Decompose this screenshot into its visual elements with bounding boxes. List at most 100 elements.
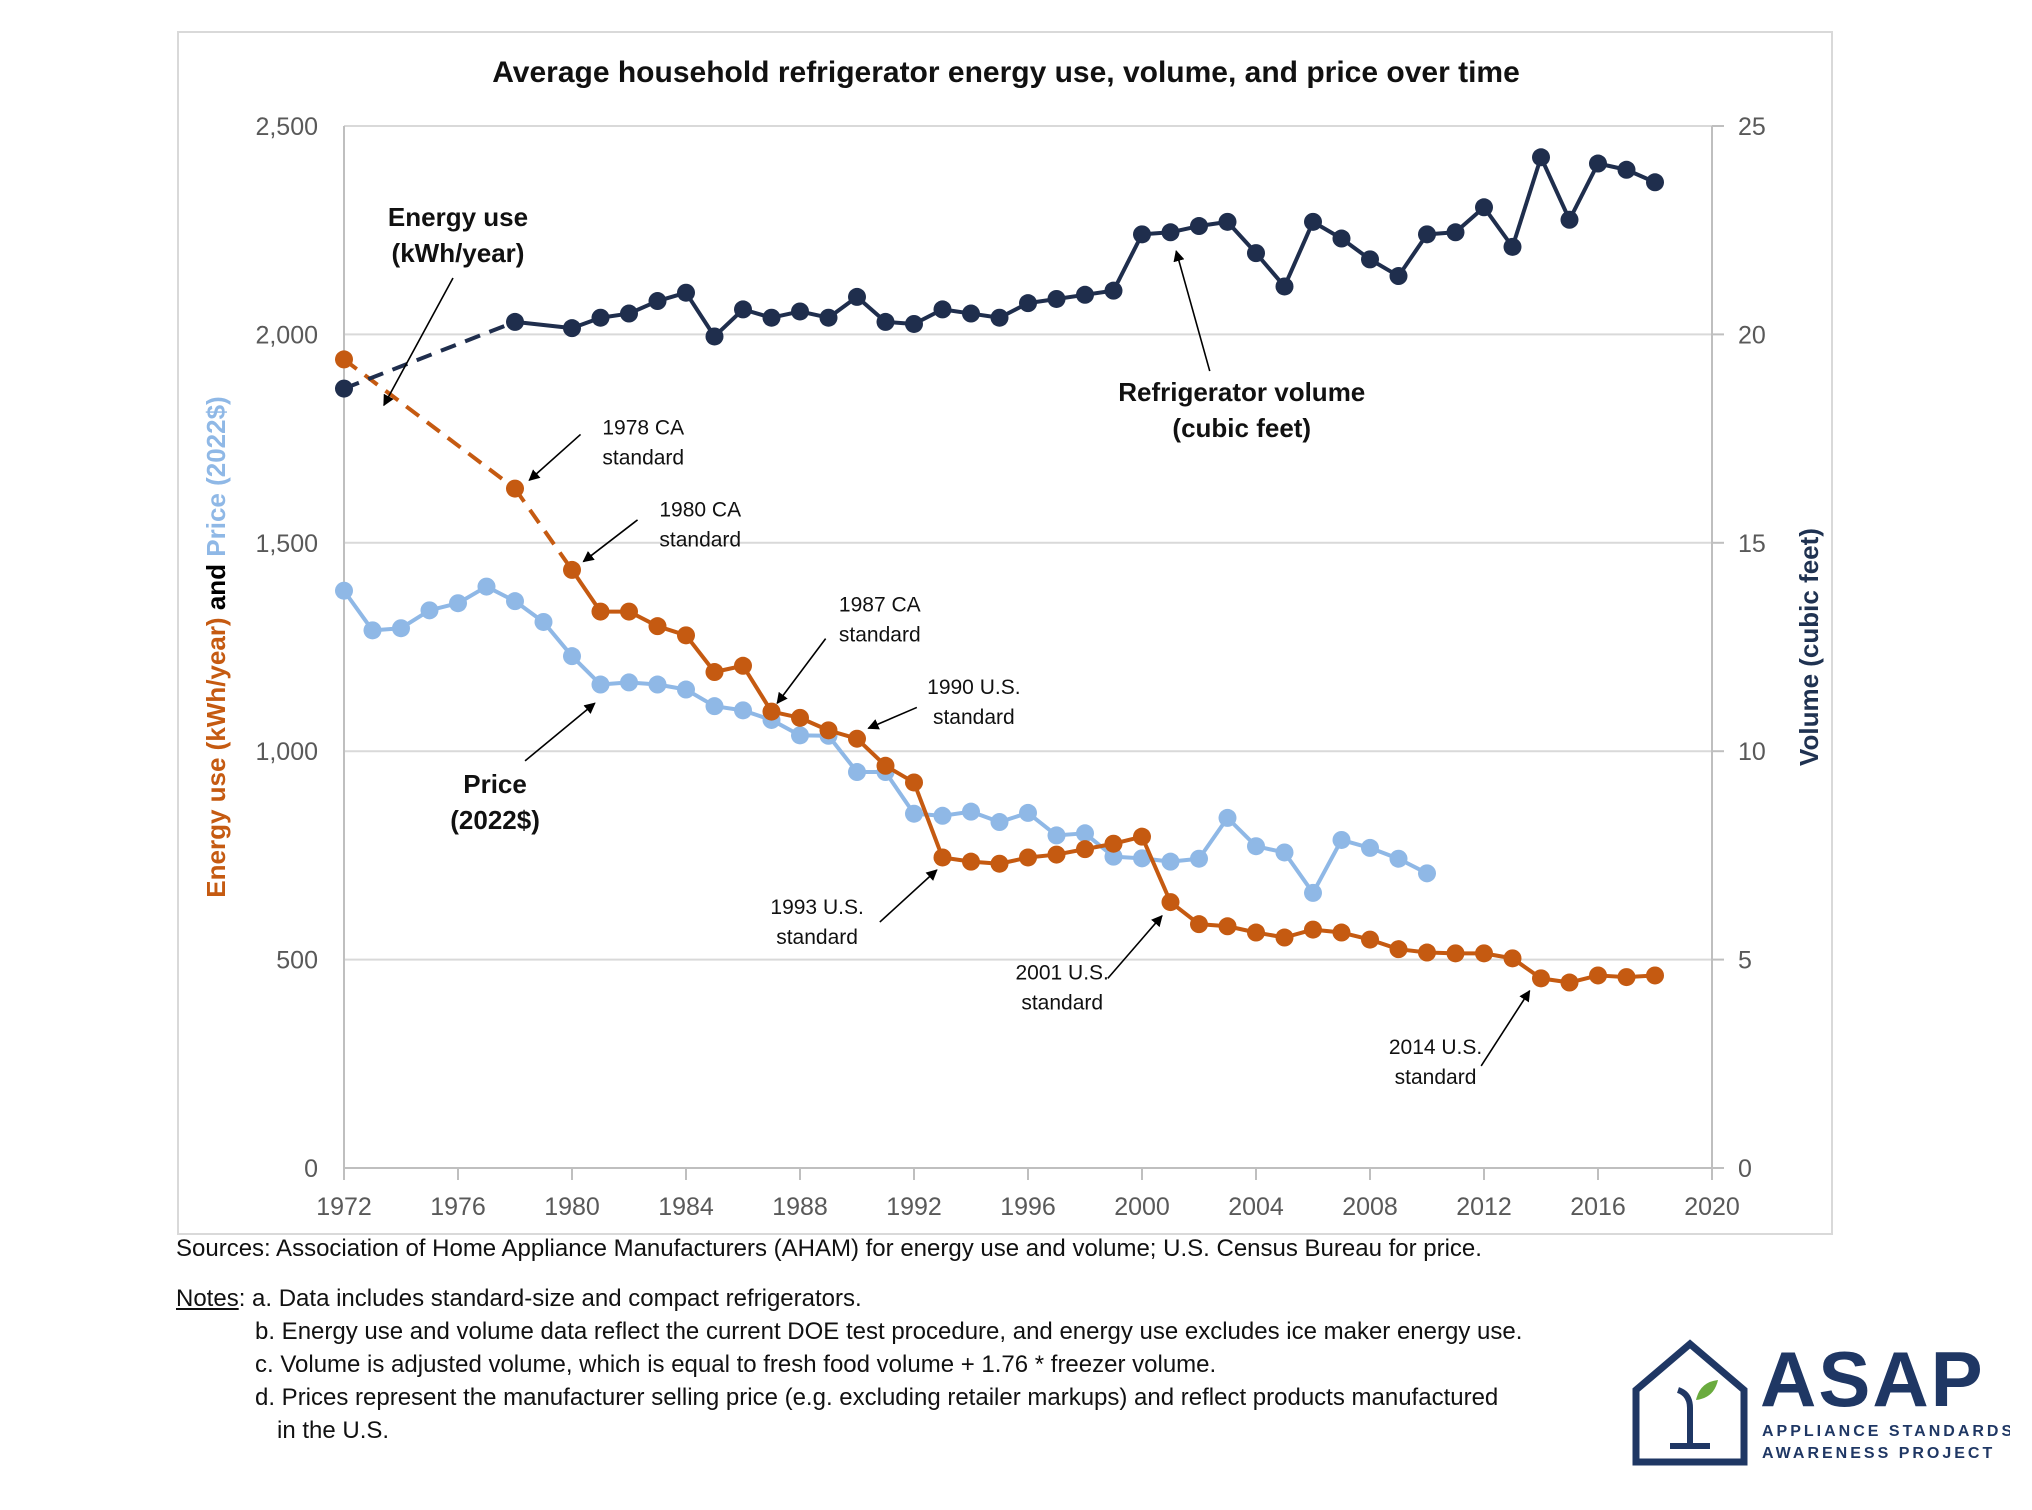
annotation-line: 1993 U.S. <box>770 896 863 919</box>
data-point-price <box>1190 849 1208 868</box>
data-point-price <box>1275 843 1294 862</box>
series-segment-volume <box>1510 156 1543 248</box>
x-tick-label: 1984 <box>658 1193 714 1221</box>
data-point-volume <box>990 308 1009 327</box>
annotation-line: standard <box>1021 992 1103 1015</box>
right-tick-label: 20 <box>1738 321 1766 349</box>
data-point-price <box>1218 808 1237 827</box>
data-point-price <box>1389 849 1408 868</box>
data-point-price <box>620 673 638 692</box>
annotation-line: standard <box>1395 1066 1477 1089</box>
series-segment-energy <box>912 781 945 859</box>
data-point-volume <box>1589 154 1607 173</box>
annotation-line: 1978 CA <box>602 416 684 439</box>
data-point-volume <box>1560 210 1579 229</box>
asap-logo: ASAP APPLIANCE STANDARDS AWARENESS PROJE… <box>1632 1338 2010 1466</box>
data-point-volume <box>1617 160 1636 179</box>
data-point-volume <box>848 287 866 306</box>
chart-border <box>177 31 1833 1235</box>
annotation-arrow <box>528 433 582 482</box>
note-a: : a. Data includes standard-size and com… <box>238 1285 862 1312</box>
annotation-line: 1980 CA <box>659 499 741 522</box>
data-point-energy <box>1161 893 1180 912</box>
series-segment-volume <box>1539 156 1572 221</box>
left-axis-label-part: Price (2022$) <box>201 396 231 556</box>
data-point-energy <box>1589 966 1607 985</box>
annotation-line: standard <box>659 529 741 552</box>
data-point-volume <box>1646 173 1664 192</box>
data-point-volume <box>648 292 667 311</box>
right-tick-label: 10 <box>1738 738 1766 766</box>
data-point-energy <box>1560 973 1579 992</box>
data-point-volume <box>1161 223 1180 242</box>
data-point-price <box>1361 838 1379 857</box>
annotation-arrow <box>1480 989 1531 1067</box>
note-d1: d. Prices represent the manufacturer sel… <box>255 1384 1499 1411</box>
data-point-price <box>933 806 952 825</box>
data-point-price <box>705 697 724 716</box>
data-point-energy <box>1503 949 1522 968</box>
data-point-energy <box>933 848 952 867</box>
data-point-energy <box>1190 915 1208 934</box>
series-label: Energy use (kWh/year) <box>388 202 528 268</box>
series-layer <box>335 148 1664 992</box>
data-point-energy <box>648 617 667 636</box>
data-point-energy <box>1275 928 1294 947</box>
left-tick-label: 1,000 <box>255 738 318 766</box>
annotation-line: standard <box>776 926 858 949</box>
data-point-energy <box>1475 944 1493 963</box>
annotation-arrow <box>879 869 938 923</box>
annotation-line: 1987 CA <box>839 594 921 617</box>
series-segment-volume <box>1111 233 1144 292</box>
data-point-price <box>990 813 1009 832</box>
data-point-price <box>1047 826 1066 845</box>
series-segment-energy <box>1140 835 1173 903</box>
data-point-energy <box>1389 940 1408 959</box>
data-point-volume <box>876 312 895 331</box>
left-axis-label-part: and <box>201 557 231 618</box>
x-tick-label: 2016 <box>1570 1193 1626 1221</box>
x-tick-label: 1976 <box>430 1193 486 1221</box>
sources-text: Sources: Association of Home Appliance M… <box>176 1235 1482 1262</box>
data-point-volume <box>1418 225 1436 244</box>
data-point-price <box>1247 837 1265 856</box>
data-point-volume <box>1532 148 1550 167</box>
data-point-volume <box>705 327 724 346</box>
x-tick-label: 2020 <box>1684 1193 1740 1221</box>
data-point-energy <box>335 350 353 369</box>
annotation-line: standard <box>839 624 921 647</box>
x-tick-label: 1972 <box>316 1193 372 1221</box>
data-point-energy <box>1076 840 1094 859</box>
left-axis-label-part: Energy use (kWh/year) <box>201 617 231 897</box>
data-point-volume <box>791 302 809 321</box>
data-point-energy <box>762 702 781 721</box>
data-point-price <box>363 621 382 640</box>
data-point-volume <box>962 304 980 323</box>
data-point-price <box>392 619 410 638</box>
data-point-price <box>335 581 353 600</box>
data-point-energy <box>734 656 752 675</box>
note-c: c. Volume is adjusted volume, which is e… <box>255 1351 1217 1378</box>
data-point-energy <box>990 854 1009 873</box>
series-segment-volume <box>343 320 516 391</box>
data-point-volume <box>1304 212 1322 231</box>
data-point-energy <box>1418 943 1436 962</box>
data-point-volume <box>506 312 524 331</box>
data-point-price <box>1332 830 1351 849</box>
data-point-volume <box>1133 225 1151 244</box>
left-axis-label: Energy use (kWh/year) and Price (2022$) <box>201 396 231 897</box>
series-label-line: Refrigerator volume <box>1118 377 1365 407</box>
series-label-line: (2022$) <box>450 805 540 835</box>
series-label: Price (2022$) <box>450 769 540 835</box>
logo-line1: APPLIANCE STANDARDS <box>1762 1423 2010 1440</box>
x-tick-label: 1996 <box>1000 1193 1056 1221</box>
data-point-price <box>648 675 667 694</box>
right-axis-ticks: 0 5 10 15 20 25 <box>1712 113 1766 1183</box>
annotation-text: 2014 U.S. standard <box>1389 1036 1482 1089</box>
data-point-volume <box>762 308 781 327</box>
data-point-energy <box>848 729 866 748</box>
data-point-price <box>1304 883 1322 902</box>
x-tick-label: 2000 <box>1114 1193 1170 1221</box>
series-label-arrow <box>383 277 454 407</box>
data-point-volume <box>563 319 581 338</box>
